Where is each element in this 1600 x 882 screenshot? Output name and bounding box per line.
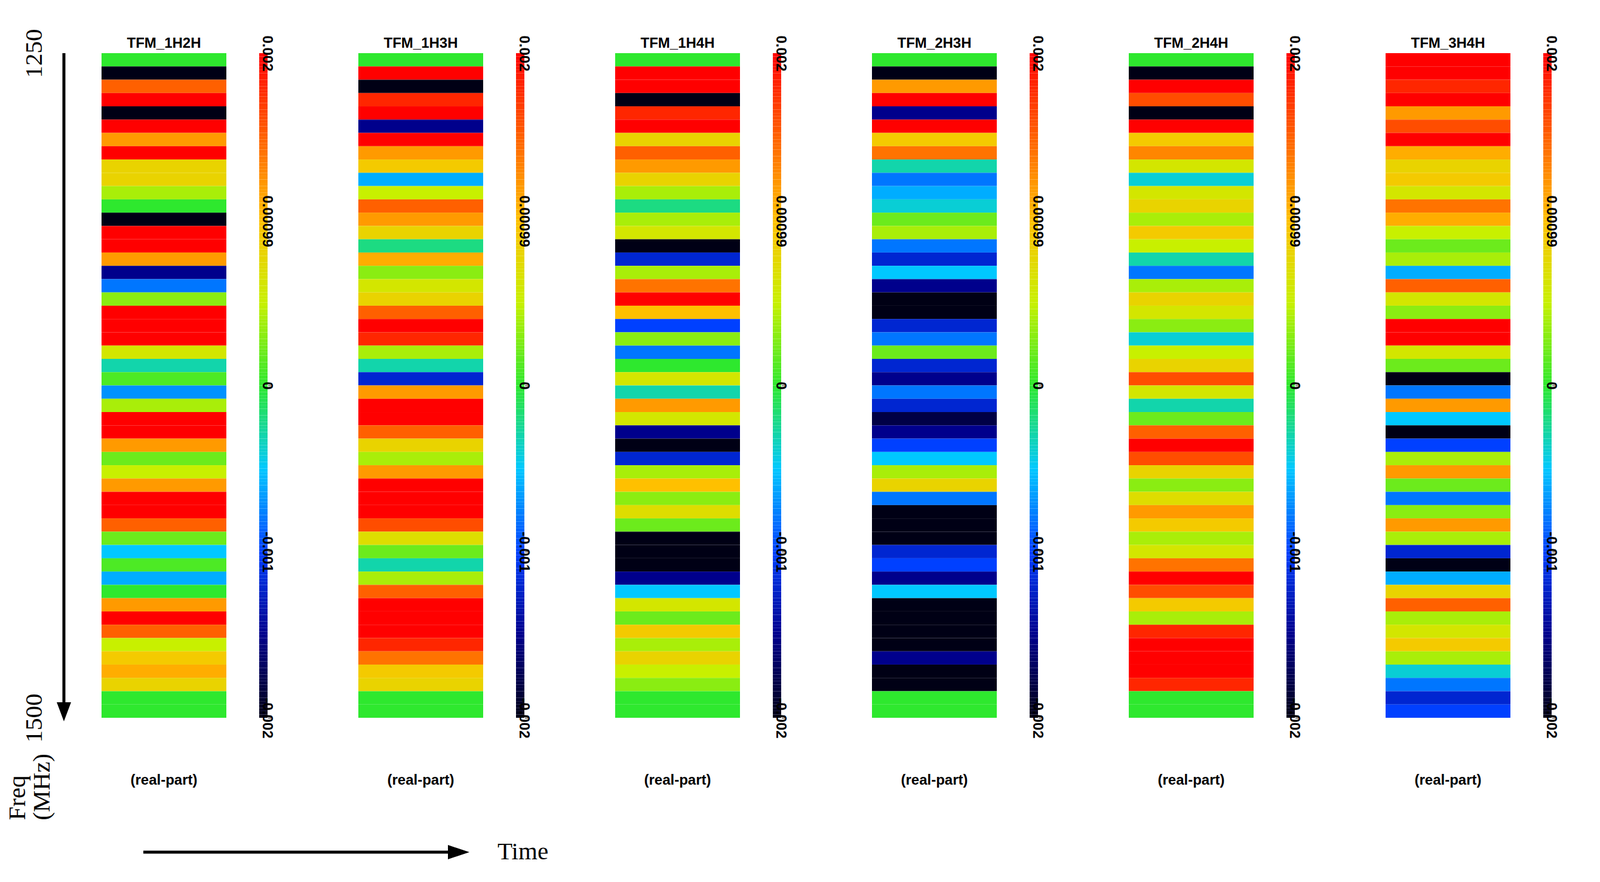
svg-text:0.002: 0.002 <box>259 35 276 72</box>
html-text:(real-part): (real-part) <box>900 771 968 788</box>
html-text:(real-part): (real-part) <box>1414 771 1482 788</box>
svg-text:0.002: 0.002 <box>1543 35 1560 72</box>
svg-text:0: 0 <box>259 381 276 390</box>
svg-text:-0.002: -0.002 <box>259 697 276 739</box>
svg-text:-0.002: -0.002 <box>1287 697 1304 739</box>
svg-text:-0.001: -0.001 <box>1287 531 1304 573</box>
svg-text:-0.001: -0.001 <box>1543 531 1560 573</box>
svg-text:-0.002: -0.002 <box>1030 697 1047 739</box>
svg-text:0: 0 <box>1543 381 1560 390</box>
svg-text:-0.001: -0.001 <box>259 531 276 573</box>
svg-text:0.002: 0.002 <box>1030 35 1047 72</box>
svg-text:0.00099: 0.00099 <box>773 195 790 248</box>
html-text:TFM_2H4H: TFM_2H4H <box>1154 34 1229 51</box>
svg-text:0: 0 <box>516 381 533 390</box>
svg-text:0.00099: 0.00099 <box>1030 195 1047 248</box>
svg-text:1250: 1250 <box>19 29 48 79</box>
svg-text:-0.001: -0.001 <box>773 531 790 573</box>
html-text:(real-part): (real-part) <box>1157 771 1225 788</box>
svg-text:0: 0 <box>1030 381 1047 390</box>
svg-text:0.002: 0.002 <box>773 35 790 72</box>
svg-text:-0.002: -0.002 <box>516 697 533 739</box>
svg-text:-0.002: -0.002 <box>773 697 790 739</box>
svg-text:0.00099: 0.00099 <box>516 195 533 248</box>
html-text:TFM_1H4H: TFM_1H4H <box>640 34 715 51</box>
svg-text:0: 0 <box>1287 381 1304 390</box>
svg-text:0.00099: 0.00099 <box>1543 195 1560 248</box>
html-text:TFM_1H2H: TFM_1H2H <box>126 34 201 51</box>
svg-text:-0.002: -0.002 <box>1543 697 1560 739</box>
html-text:TFM_1H3H: TFM_1H3H <box>383 34 458 51</box>
html-text:TFM_2H3H: TFM_2H3H <box>897 34 972 51</box>
svg-text:0.00099: 0.00099 <box>1287 195 1304 248</box>
html-text:(real-part): (real-part) <box>130 771 198 788</box>
svg-text:1500: 1500 <box>19 693 48 743</box>
svg-text:0.00099: 0.00099 <box>259 195 276 248</box>
html-text:TFM_3H4H: TFM_3H4H <box>1410 34 1486 51</box>
svg-text:0.002: 0.002 <box>1287 35 1304 72</box>
svg-text:-0.001: -0.001 <box>516 531 533 573</box>
html-text:(MHz): (MHz) <box>27 753 55 821</box>
html-text:Time: Time <box>497 837 549 865</box>
svg-text:-0.001: -0.001 <box>1030 531 1047 573</box>
html-text:(real-part): (real-part) <box>387 771 455 788</box>
html-text:(real-part): (real-part) <box>644 771 712 788</box>
html-text:Freq: Freq <box>2 775 31 821</box>
svg-text:0.002: 0.002 <box>516 35 533 72</box>
svg-text:0: 0 <box>773 381 790 390</box>
